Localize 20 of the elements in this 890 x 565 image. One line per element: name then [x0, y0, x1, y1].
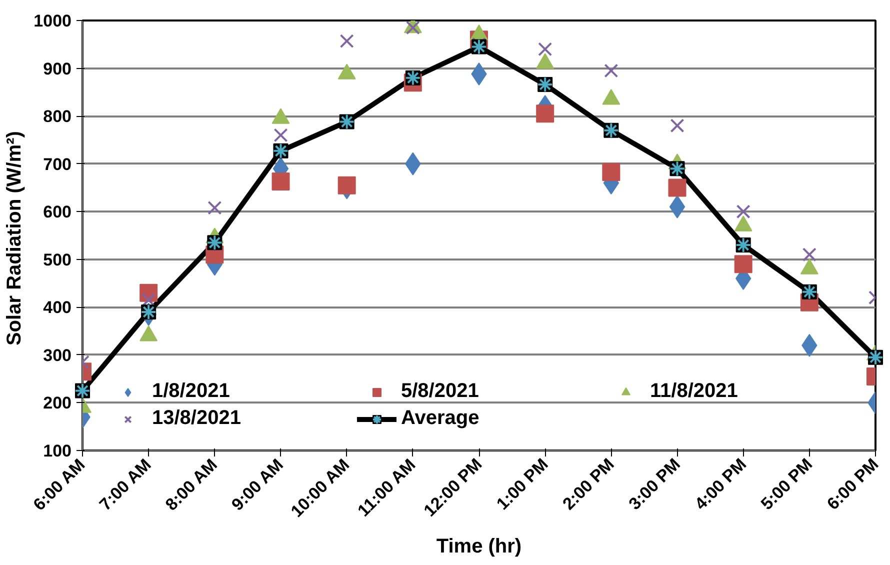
y-tick-label: 500: [43, 250, 72, 270]
legend-label: 5/8/2021: [401, 380, 480, 403]
y-tick-label: 900: [43, 59, 72, 78]
x-axis-title: Time (hr): [436, 536, 522, 558]
legend-label: 13/8/2021: [152, 407, 242, 430]
y-tick-label: 100: [43, 442, 72, 460]
legend-label: Average: [401, 407, 480, 430]
legend-label: 1/8/2021: [152, 380, 231, 403]
x-tick-label: 5:00 PM: [757, 454, 816, 514]
y-tick-label: 600: [43, 202, 72, 222]
y-tick-label: 1000: [34, 12, 72, 30]
y-tick-label: 700: [43, 154, 72, 174]
legend-label: 11/8/2021: [650, 380, 739, 403]
y-axis-title: Solar Radiation (W/m²): [4, 131, 26, 346]
y-tick-label: 200: [43, 394, 72, 413]
y-tick-label: 800: [43, 107, 72, 126]
x-tick-label: 4:00 PM: [691, 454, 750, 514]
x-tick-label: 6:00 PM: [823, 454, 882, 514]
y-tick-label: 400: [43, 298, 72, 318]
y-tick-label: 300: [43, 346, 72, 365]
